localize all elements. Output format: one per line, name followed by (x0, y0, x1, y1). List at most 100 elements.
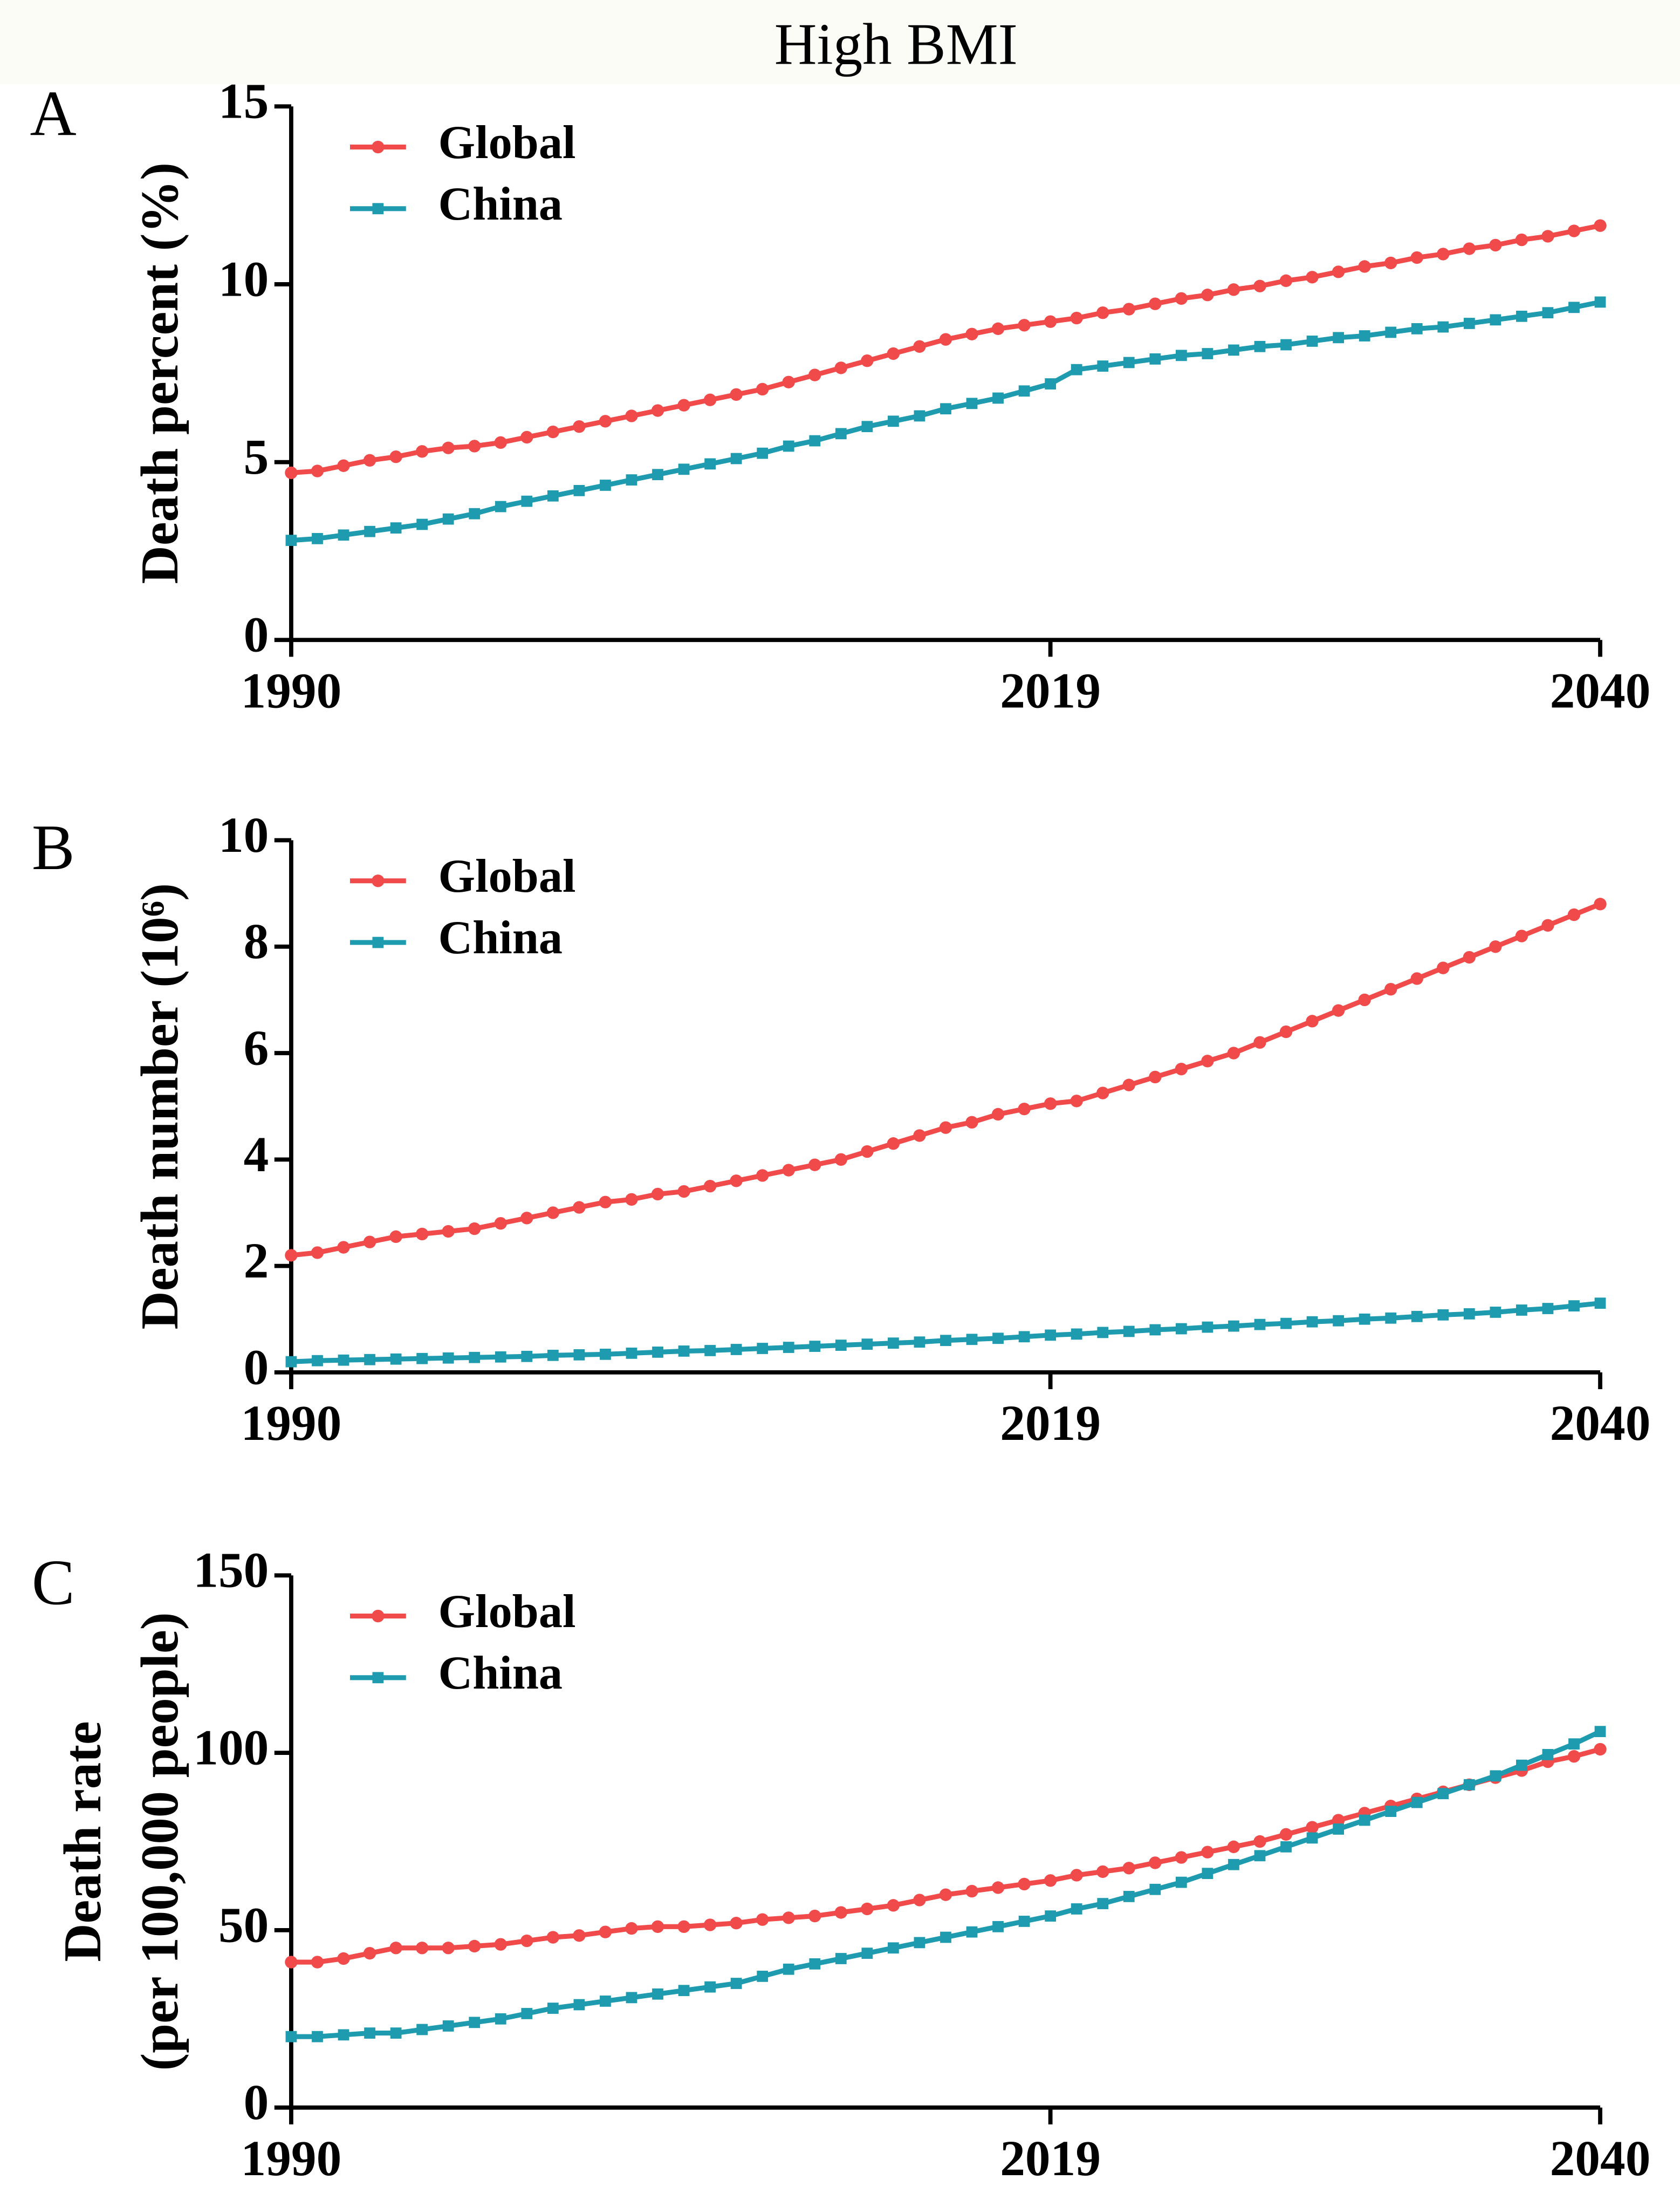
y-axis-label: Death percent (%) (131, 162, 189, 584)
marker (1568, 1738, 1580, 1750)
marker (1149, 1324, 1161, 1336)
marker (861, 1902, 874, 1916)
marker (703, 393, 717, 406)
marker (372, 203, 384, 215)
marker (1306, 1015, 1319, 1028)
marker (599, 1925, 612, 1938)
marker (311, 1956, 324, 1969)
marker (1227, 1047, 1240, 1060)
y-tick-label: 150 (193, 1543, 269, 1598)
marker (703, 1918, 717, 1931)
marker (494, 436, 507, 449)
legend-label: China (438, 177, 563, 230)
marker (677, 399, 690, 412)
marker (1096, 1865, 1109, 1878)
marker (372, 1609, 385, 1623)
marker (285, 1249, 298, 1262)
marker (1227, 283, 1240, 296)
marker (312, 2031, 323, 2042)
marker (1123, 1891, 1135, 1902)
marker (372, 937, 384, 948)
marker (756, 1169, 769, 1182)
y-tick-label: 15 (218, 74, 269, 129)
marker (704, 1345, 716, 1356)
marker (468, 1222, 481, 1235)
y-tick-label: 2 (244, 1233, 269, 1289)
x-tick-label: 1990 (241, 2131, 341, 2186)
marker (372, 1672, 384, 1684)
marker (965, 1116, 978, 1129)
marker (730, 453, 742, 464)
marker (495, 501, 506, 513)
legend-label: Global (438, 1585, 575, 1638)
marker (783, 440, 794, 452)
marker (1437, 961, 1450, 974)
x-tick-label: 2040 (1550, 1396, 1651, 1451)
marker (651, 1920, 664, 1933)
marker (835, 428, 847, 440)
marker (1437, 1309, 1449, 1321)
marker (1018, 1102, 1031, 1116)
marker (1437, 321, 1449, 333)
marker (1018, 1331, 1030, 1343)
marker (469, 1351, 481, 1363)
marker (992, 1921, 1004, 1932)
marker (1175, 350, 1187, 361)
marker (1123, 1325, 1135, 1337)
marker (834, 1906, 847, 1919)
marker (1568, 302, 1580, 313)
marker (913, 1894, 926, 1907)
marker (940, 403, 951, 415)
marker (285, 1956, 298, 1969)
marker (1437, 248, 1450, 261)
marker (1122, 303, 1135, 316)
marker (311, 464, 324, 477)
marker (1228, 1858, 1239, 1870)
marker (861, 1145, 874, 1158)
marker (547, 1349, 559, 1361)
marker (1096, 306, 1109, 319)
marker (757, 1343, 769, 1354)
x-tick-label: 2040 (1550, 664, 1651, 719)
marker (600, 1348, 611, 1360)
marker (1385, 326, 1397, 338)
marker (757, 447, 769, 459)
marker (1333, 332, 1344, 344)
marker (678, 463, 690, 475)
marker (782, 1164, 795, 1177)
marker (364, 2027, 375, 2039)
marker (1097, 1898, 1109, 1909)
marker (1070, 1869, 1083, 1882)
marker (834, 361, 847, 374)
marker (1437, 1788, 1449, 1800)
marker (756, 1913, 769, 1926)
marker (1149, 1070, 1162, 1084)
marker (1490, 1770, 1501, 1782)
marker (704, 458, 716, 470)
y-tick-label: 0 (244, 1340, 269, 1395)
marker (1333, 1823, 1344, 1835)
marker (861, 354, 874, 367)
marker (914, 1336, 925, 1348)
marker (677, 1185, 690, 1198)
marker (1515, 930, 1528, 942)
marker (1489, 238, 1502, 252)
marker (311, 1246, 324, 1259)
marker (1097, 1327, 1109, 1338)
marker (1044, 1874, 1057, 1887)
marker (730, 1344, 742, 1355)
marker (1594, 1297, 1606, 1309)
marker (1123, 357, 1135, 368)
marker (1280, 339, 1292, 351)
marker (626, 1348, 637, 1359)
marker (390, 2027, 402, 2039)
marker (442, 1225, 455, 1238)
legend-label: Global (438, 850, 575, 903)
marker (782, 375, 795, 388)
marker (1279, 1828, 1293, 1841)
marker (337, 1241, 350, 1254)
marker (337, 459, 350, 472)
marker (625, 409, 638, 422)
marker (390, 522, 402, 534)
marker (521, 2008, 533, 2019)
